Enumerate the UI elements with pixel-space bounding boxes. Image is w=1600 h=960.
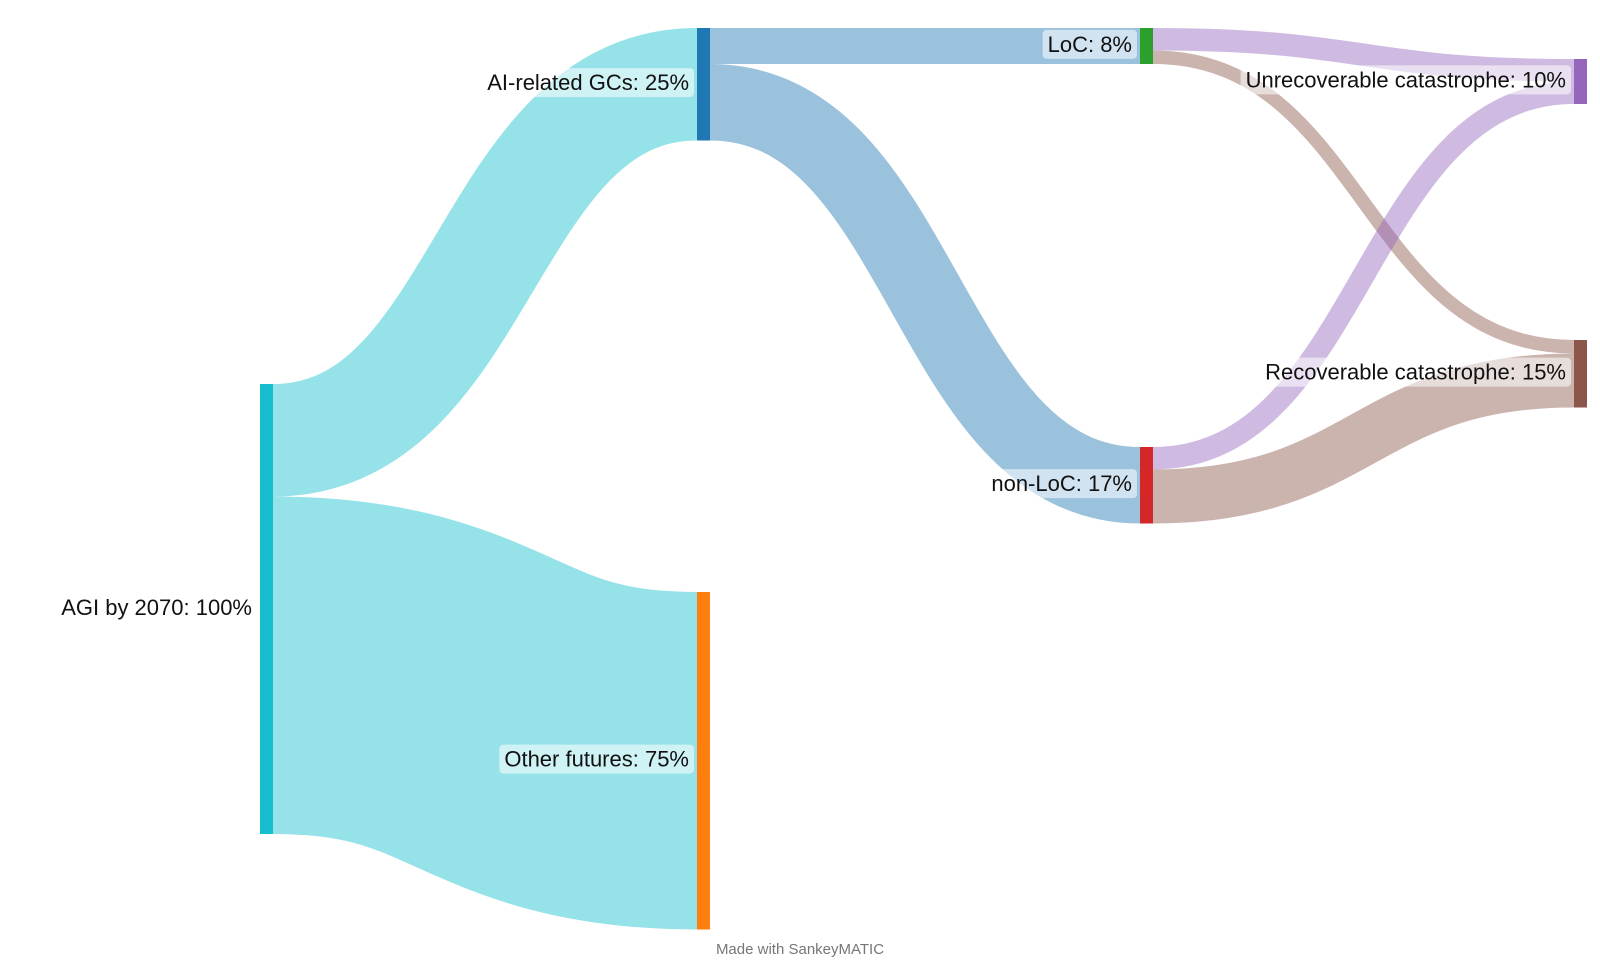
node-label: AGI by 2070: 100% — [61, 595, 252, 620]
node — [1574, 59, 1587, 104]
footer: Made with SankeyMATIC — [716, 941, 884, 958]
node — [1140, 447, 1153, 524]
node-label: LoC: 8% — [1048, 32, 1132, 57]
flow — [1152, 81, 1575, 470]
flow — [270, 28, 700, 497]
label-background — [1042, 29, 1137, 59]
flow — [1152, 50, 1575, 354]
node-label: Other futures: 75% — [504, 747, 689, 772]
nodes — [260, 28, 1587, 930]
label-background — [986, 469, 1137, 499]
node-label: AI-related GCs: 25% — [487, 70, 689, 95]
label-background — [482, 68, 694, 98]
label-background — [1260, 357, 1571, 387]
node — [697, 28, 710, 141]
node — [260, 384, 273, 834]
labels: AGI by 2070: 100% AI-related GCs: 25% Othe… — [61, 29, 1571, 774]
node — [1140, 28, 1153, 64]
node — [1574, 340, 1587, 408]
node-label: Unrecoverable catastrophe: 10% — [1246, 67, 1566, 92]
links — [270, 27, 1575, 930]
label-background — [1240, 65, 1571, 95]
node-label: non-LoC: 17% — [991, 471, 1132, 496]
node-label: Recoverable catastrophe: 15% — [1265, 360, 1566, 385]
label-background — [499, 744, 694, 774]
flow — [1152, 353, 1575, 524]
node — [697, 592, 710, 930]
flow — [708, 64, 1142, 524]
